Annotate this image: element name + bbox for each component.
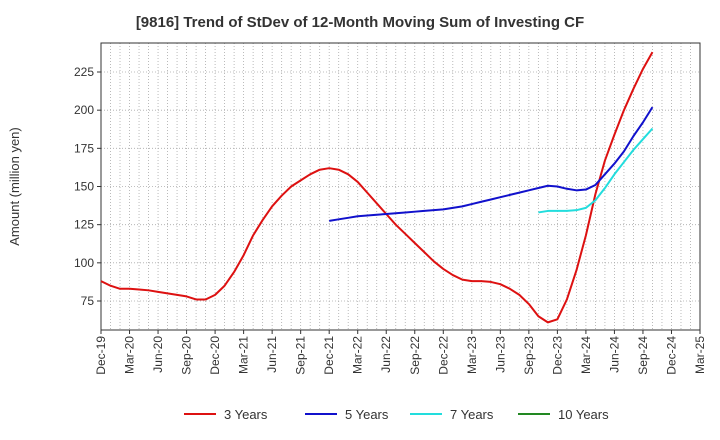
x-tick-label: Dec-21 [322, 336, 336, 375]
x-tick-label: Dec-23 [550, 336, 564, 375]
x-tick-label: Mar-24 [579, 336, 593, 374]
x-tick-label: Jun-23 [493, 336, 507, 373]
x-tick-label: Sep-22 [408, 336, 422, 375]
x-tick-label: Sep-24 [636, 336, 650, 375]
legend-label: 10 Years [558, 407, 609, 422]
y-tick-label: 100 [74, 256, 94, 270]
y-tick-label: 175 [74, 141, 94, 155]
y-tick-label: 225 [74, 65, 94, 79]
x-tick-label: Sep-20 [180, 336, 194, 375]
x-tick-label: Mar-23 [465, 336, 479, 374]
chart-title: [9816] Trend of StDev of 12-Month Moving… [135, 14, 585, 31]
legend-label: 7 Years [450, 407, 494, 422]
legend-label: 3 Years [224, 407, 268, 422]
series-line-5-years [329, 106, 654, 222]
x-tick-label: Mar-20 [123, 336, 137, 374]
series-line-3-years [100, 51, 654, 324]
x-tick-label: Mar-22 [351, 336, 365, 374]
legend-label: 5 Years [345, 407, 389, 422]
x-tick-label: Jun-24 [607, 336, 621, 373]
x-tick-label: Dec-20 [208, 336, 222, 375]
x-tick-label: Jun-22 [379, 336, 393, 373]
y-tick-label: 200 [74, 103, 94, 117]
x-tick-label: Dec-19 [94, 336, 108, 375]
x-tick-label: Sep-21 [294, 336, 308, 375]
y-tick-label: 125 [74, 218, 94, 232]
x-tick-label: Sep-23 [522, 336, 536, 375]
series-line-7-years [538, 127, 654, 214]
plot-area [101, 43, 700, 330]
y-axis-title: Amount (million yen) [7, 127, 22, 246]
x-tick-label: Jun-20 [151, 336, 165, 373]
x-tick-label: Dec-22 [436, 336, 450, 375]
x-tick-label: Jun-21 [265, 336, 279, 373]
y-tick-label: 75 [81, 294, 95, 308]
x-tick-label: Mar-21 [237, 336, 251, 374]
x-tick-label: Dec-24 [664, 336, 678, 375]
x-tick-label: Mar-25 [693, 336, 707, 374]
y-tick-label: 150 [74, 180, 94, 194]
